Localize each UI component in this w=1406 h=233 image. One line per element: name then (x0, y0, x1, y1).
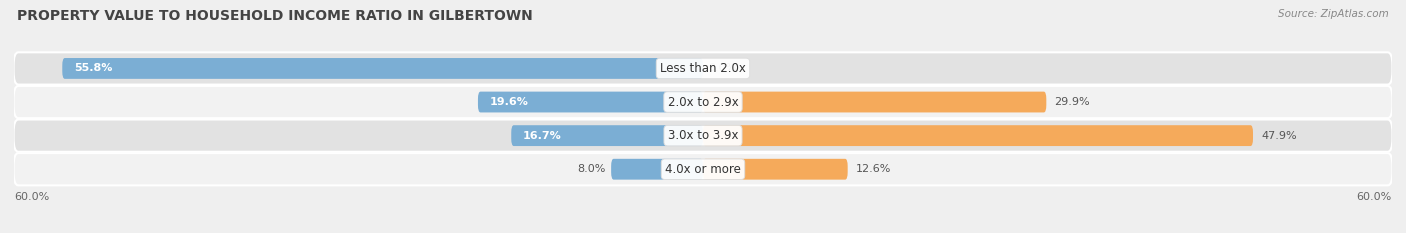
FancyBboxPatch shape (62, 58, 703, 79)
FancyBboxPatch shape (612, 159, 703, 180)
FancyBboxPatch shape (14, 52, 1392, 85)
Text: 4.0x or more: 4.0x or more (665, 163, 741, 176)
FancyBboxPatch shape (14, 153, 1392, 185)
Text: Source: ZipAtlas.com: Source: ZipAtlas.com (1278, 9, 1389, 19)
Text: 12.6%: 12.6% (856, 164, 891, 174)
Text: 16.7%: 16.7% (523, 131, 561, 141)
FancyBboxPatch shape (703, 159, 848, 180)
FancyBboxPatch shape (703, 125, 1253, 146)
FancyBboxPatch shape (478, 92, 703, 113)
FancyBboxPatch shape (703, 92, 1046, 113)
FancyBboxPatch shape (14, 120, 1392, 152)
FancyBboxPatch shape (14, 86, 1392, 118)
Text: 3.0x to 3.9x: 3.0x to 3.9x (668, 129, 738, 142)
Text: Less than 2.0x: Less than 2.0x (659, 62, 747, 75)
Text: 60.0%: 60.0% (1357, 192, 1392, 202)
Text: 55.8%: 55.8% (73, 63, 112, 73)
Text: 19.6%: 19.6% (489, 97, 529, 107)
Text: 29.9%: 29.9% (1054, 97, 1090, 107)
Text: PROPERTY VALUE TO HOUSEHOLD INCOME RATIO IN GILBERTOWN: PROPERTY VALUE TO HOUSEHOLD INCOME RATIO… (17, 9, 533, 23)
FancyBboxPatch shape (512, 125, 703, 146)
Text: 8.0%: 8.0% (576, 164, 606, 174)
Text: 2.0x to 2.9x: 2.0x to 2.9x (668, 96, 738, 109)
Text: 0.0%: 0.0% (709, 63, 737, 73)
Text: 60.0%: 60.0% (14, 192, 49, 202)
Text: 47.9%: 47.9% (1261, 131, 1296, 141)
